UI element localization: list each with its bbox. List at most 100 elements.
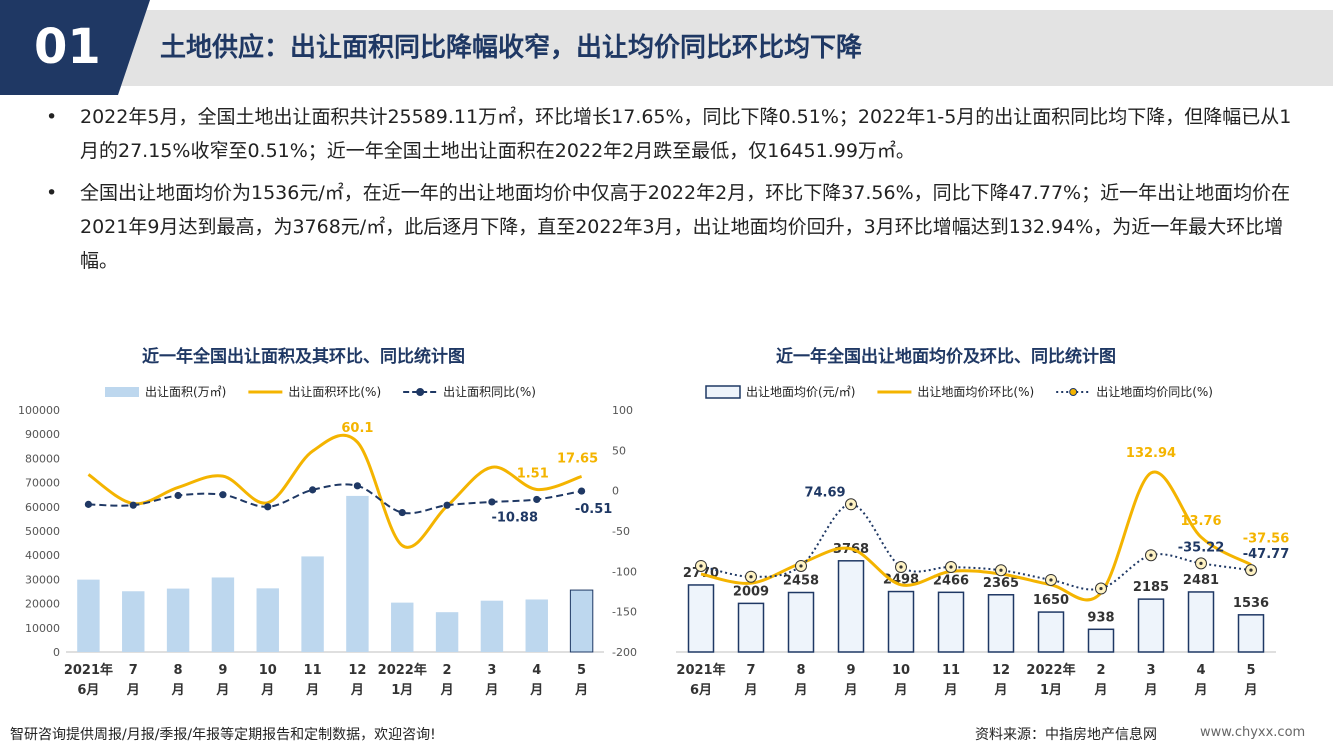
x-tick-label: 月 [1243,683,1257,698]
footer-promo: 智研咨询提供周报/月报/季报/年报等定期报告和定制数据，欢迎咨询! [10,727,436,743]
x-tick-label: 7 [129,663,138,678]
bar [1237,614,1265,653]
x-tick-label: 2022年 [1026,662,1075,678]
data-label: -37.56 [1243,532,1290,547]
bar-value-label: 2481 [1183,573,1219,588]
bar [211,577,235,652]
yoy-marker-dot [1049,578,1053,582]
yoy-marker-dot [849,502,853,506]
yoy-line [88,483,582,515]
legend-label: 出让地面均价同比(%) [1096,385,1213,399]
y-left-tick-label: 70000 [25,477,60,490]
bar [391,602,414,652]
x-tick-label: 2022年 [378,662,427,678]
data-label: -47.77 [1243,547,1290,562]
x-tick-label: 月 [126,683,140,698]
bar [837,560,865,653]
data-label: 132.94 [1126,446,1176,461]
bar [1137,598,1165,653]
x-tick-label: 月 [943,683,957,698]
bar [787,591,815,653]
yoy-marker [174,491,182,500]
header-band [0,0,1333,95]
bar [77,579,100,652]
y-left-tick-label: 100000 [18,404,60,417]
yoy-marker [264,503,272,511]
chart-1-area-stats: 出让面积(万㎡) 出让面积环比(%) 出让面积同比(%) 0 10000 20000 300… [18,385,637,698]
y-left-tick-label: 50000 [25,525,60,538]
bar-value-label: 2365 [983,576,1019,591]
yoy-marker-dot [999,568,1003,572]
x-tick-label: 5 [1246,663,1255,678]
y-left-tick-label: 40000 [25,549,60,562]
yoy-marker [308,486,317,494]
y-right-tick-label: -50 [612,525,630,538]
y-right-tick-label: 100 [612,404,633,417]
data-label: 1.51 [517,466,549,481]
y-right-tick-label: -150 [612,606,637,619]
legend-swatch-marker [1069,388,1078,396]
bar-value-label: 2458 [783,574,819,589]
data-label: -0.51 [575,502,612,517]
x-tick-label: 月 [843,683,857,698]
bar [301,556,324,652]
x-tick-label: 4 [1196,663,1205,678]
section-number-badge: 01 [34,19,101,75]
bar-value-label: 2466 [933,573,969,588]
y-left-tick-label: 60000 [25,501,60,514]
x-tick-label: 月 [260,683,274,698]
yoy-marker-dot [749,575,753,579]
x-tick-label: 3 [487,663,496,678]
yoy-marker-dot [899,565,903,569]
yoy-marker [219,491,227,499]
bar-value-label: 938 [1087,610,1114,625]
page-title: 土地供应：出让面积同比降幅收窄，出让均价同比环比均下降 [160,33,863,63]
bar [937,591,965,653]
x-tick-label: 月 [529,683,543,698]
x-tick-label: 月 [440,683,454,698]
x-tick-label: 4 [532,663,541,678]
yoy-marker [129,501,137,509]
bar [166,588,190,652]
legend-label: 出让地面均价(元/㎡) [746,385,855,399]
y-left-tick-label: 30000 [25,573,60,586]
y-right-tick-label: 50 [612,444,626,457]
x-tick-label: 月 [574,683,588,698]
badge-shape [0,0,150,95]
x-tick-label: 月 [484,683,498,698]
legend-label: 出让面积同比(%) [443,385,536,399]
x-tick-label: 9 [218,663,227,678]
y-right-tick-label: -200 [612,646,637,659]
chart-1-title: 近一年全国出让面积及其环比、同比统计图 [142,347,465,367]
bar [480,600,504,652]
x-tick-label: 3 [1146,663,1155,678]
x-tick-label: 月 [743,683,757,698]
bar-value-label: 1536 [1233,596,1269,611]
title-band [0,10,1333,86]
x-tick-label: 7 [746,663,755,678]
data-label: 74.69 [804,485,845,500]
x-tick-label: 月 [305,683,319,698]
x-tick-label: 2021年 [676,662,725,678]
x-tick-label: 月 [215,683,229,698]
x-tick-label: 月 [893,683,907,698]
x-tick-label: 11 [942,663,960,678]
y-left-tick-label: 80000 [25,452,60,465]
x-tick-label: 月 [350,683,364,698]
x-tick-label: 1月 [391,683,413,698]
x-tick-label: 月 [993,683,1007,698]
data-label: -35.22 [1178,540,1225,555]
bar [1087,628,1115,653]
x-tick-label: 11 [304,663,322,678]
yoy-marker-dot [1249,568,1253,572]
x-tick-label: 6月 [690,683,712,698]
y-left-tick-label: 0 [53,646,60,659]
y-left-tick-label: 10000 [25,622,60,635]
bar [687,584,715,653]
bar [1037,611,1065,653]
yoy-marker [488,498,496,506]
bar [569,589,594,653]
footer-url[interactable]: www.chyxx.com [1200,725,1306,740]
yoy-marker [443,501,451,509]
bullet-item: • 2022年5月，全国土地出让面积共计25589.11万㎡，环比增长17.65%… [40,100,1310,168]
